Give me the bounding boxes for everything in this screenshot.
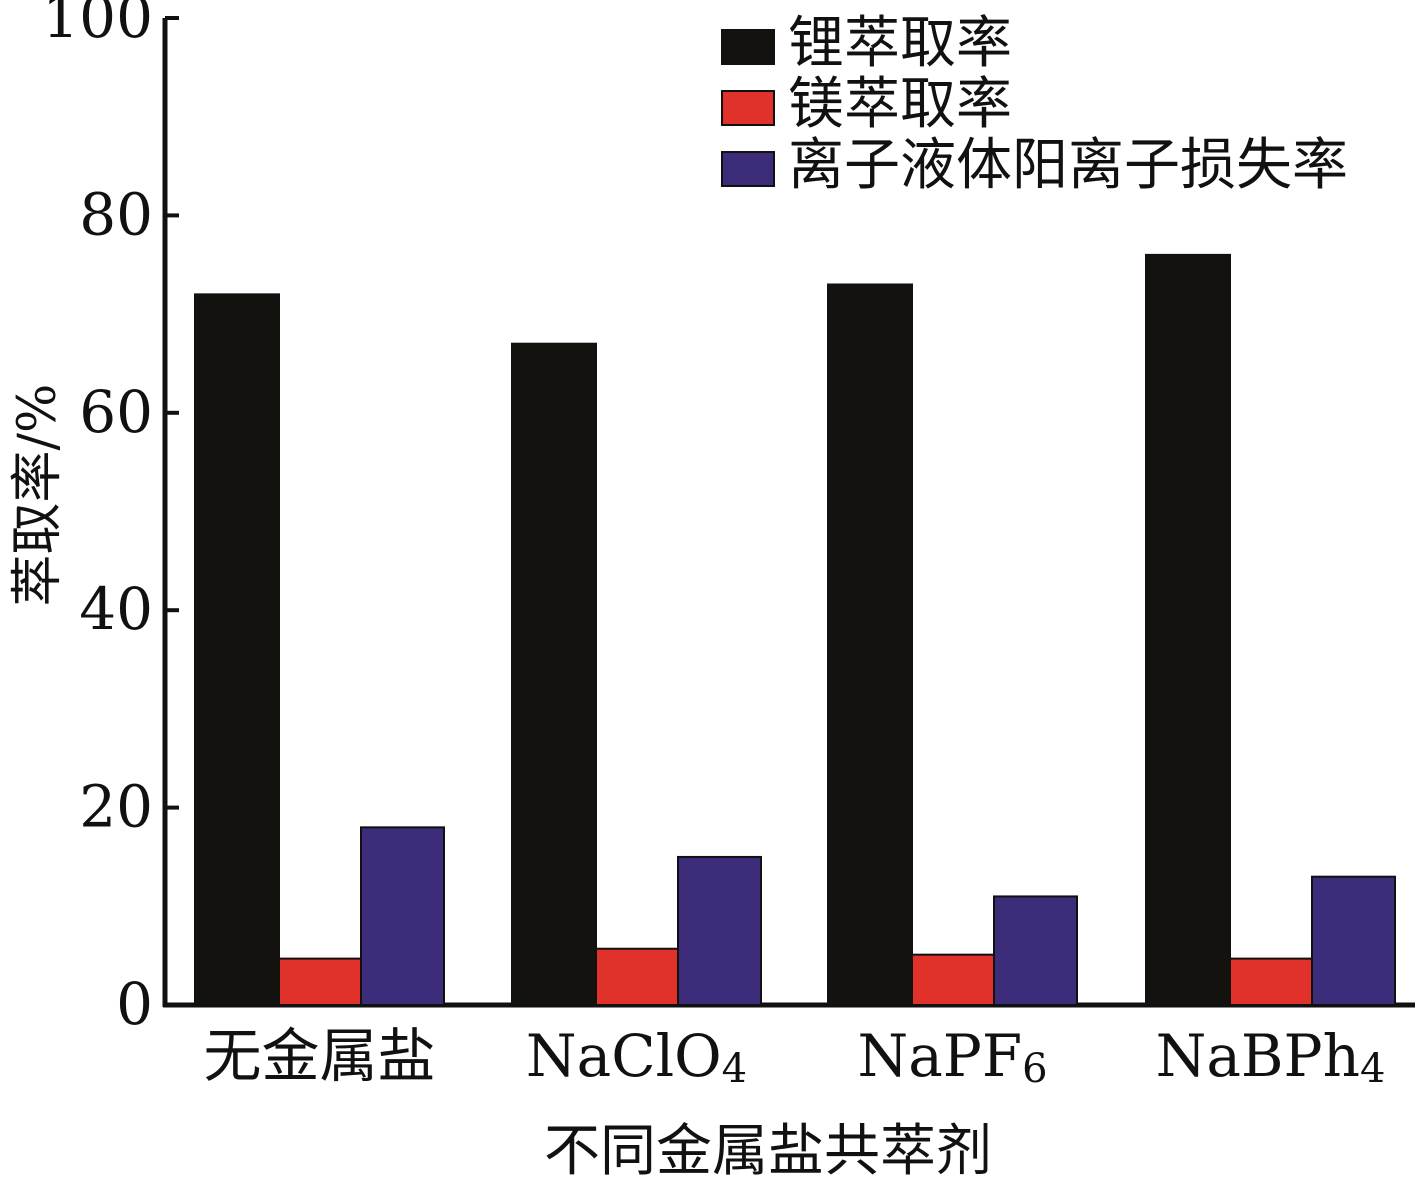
bar bbox=[1311, 875, 1396, 1006]
y-axis: 0 20 40 60 80 100 bbox=[42, 0, 179, 1038]
legend-label: 离子液体阳离子损失率 bbox=[788, 133, 1348, 198]
x-tick-label: NaPF6 bbox=[857, 1022, 1047, 1092]
y-tick-label: 80 bbox=[79, 180, 153, 248]
bar bbox=[827, 283, 913, 1006]
legend-label: 锂萃取率 bbox=[788, 11, 1012, 76]
y-axis-label: 萃取率/% bbox=[8, 384, 68, 607]
bar bbox=[1229, 957, 1313, 1007]
x-axis-label: 不同金属盐共萃剂 bbox=[544, 1119, 992, 1181]
bar bbox=[194, 293, 280, 1006]
bar bbox=[595, 947, 679, 1007]
x-tick-label: 无金属盐 bbox=[203, 1022, 435, 1090]
y-tick-label: 0 bbox=[116, 970, 153, 1038]
bar bbox=[993, 895, 1078, 1006]
bar bbox=[511, 342, 597, 1006]
bar bbox=[1145, 253, 1231, 1006]
x-tick-label: NaClO4 bbox=[526, 1022, 747, 1092]
legend-label: 镁萃取率 bbox=[788, 72, 1012, 137]
y-tick-label: 60 bbox=[79, 378, 153, 446]
x-axis: 无金属盐 NaClO4 NaPF6 NaBPh4 bbox=[163, 1002, 1415, 1092]
y-tick-label: 100 bbox=[42, 0, 153, 51]
x-tick-label: NaBPh4 bbox=[1156, 1022, 1386, 1092]
bar bbox=[677, 855, 762, 1007]
bars bbox=[194, 253, 1396, 1007]
y-tick-label: 20 bbox=[79, 773, 153, 841]
legend-swatch bbox=[721, 29, 775, 65]
legend-swatch bbox=[721, 151, 775, 187]
bar bbox=[278, 957, 362, 1007]
bar bbox=[911, 953, 995, 1007]
y-tick-label: 40 bbox=[79, 575, 153, 643]
legend-swatch bbox=[721, 90, 775, 126]
bar bbox=[360, 826, 445, 1007]
